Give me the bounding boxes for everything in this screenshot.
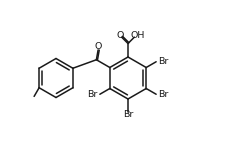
Text: Br: Br <box>158 90 169 99</box>
Text: Br: Br <box>158 57 169 66</box>
Text: OH: OH <box>130 31 145 40</box>
Text: Br: Br <box>87 90 97 99</box>
Text: Br: Br <box>123 110 133 119</box>
Text: O: O <box>116 31 124 40</box>
Text: O: O <box>95 42 102 51</box>
